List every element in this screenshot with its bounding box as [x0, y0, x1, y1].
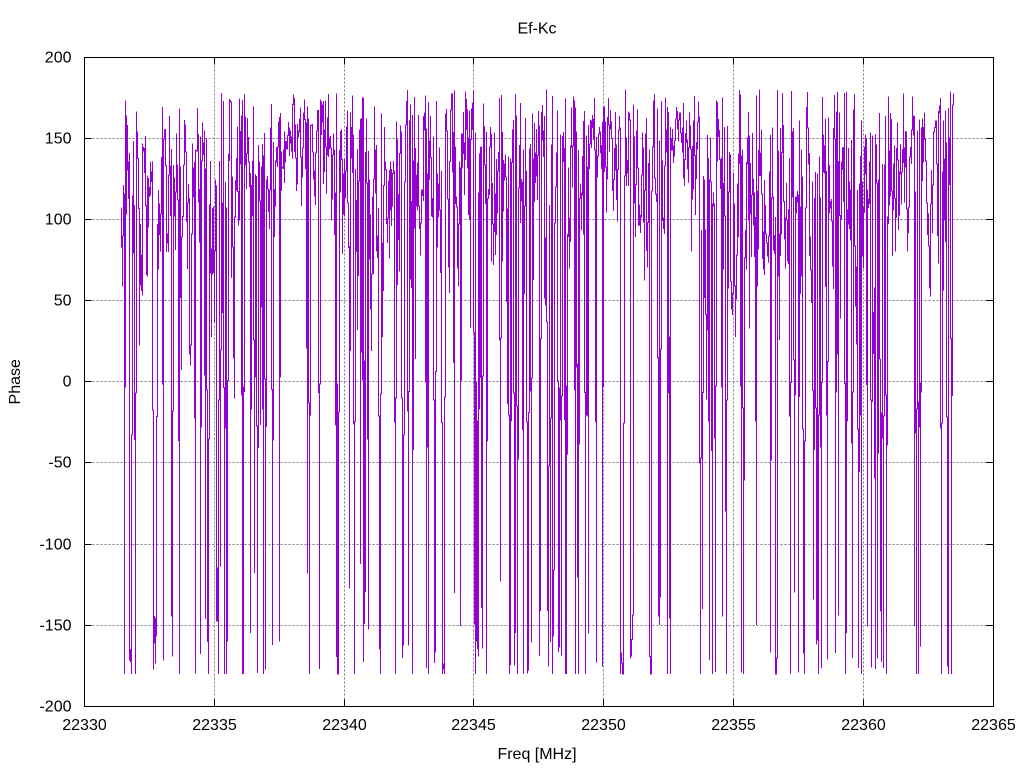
svg-text:-200: -200 — [39, 699, 71, 716]
svg-text:-50: -50 — [48, 455, 71, 472]
svg-text:Phase: Phase — [7, 359, 24, 404]
svg-text:Freq [MHz]: Freq [MHz] — [497, 746, 576, 763]
svg-text:22355: 22355 — [711, 717, 756, 734]
svg-text:150: 150 — [45, 131, 72, 148]
svg-text:Ef-Kc: Ef-Kc — [517, 21, 556, 38]
svg-text:22330: 22330 — [62, 717, 107, 734]
svg-text:22360: 22360 — [841, 717, 886, 734]
svg-text:-150: -150 — [39, 618, 71, 635]
svg-text:22340: 22340 — [322, 717, 367, 734]
svg-text:50: 50 — [54, 293, 72, 310]
svg-text:-100: -100 — [39, 537, 71, 554]
svg-text:22345: 22345 — [451, 717, 496, 734]
svg-text:22350: 22350 — [581, 717, 626, 734]
svg-text:200: 200 — [45, 50, 72, 67]
svg-text:100: 100 — [45, 212, 72, 229]
svg-text:22365: 22365 — [971, 717, 1016, 734]
svg-text:22335: 22335 — [192, 717, 237, 734]
svg-text:0: 0 — [63, 374, 72, 391]
